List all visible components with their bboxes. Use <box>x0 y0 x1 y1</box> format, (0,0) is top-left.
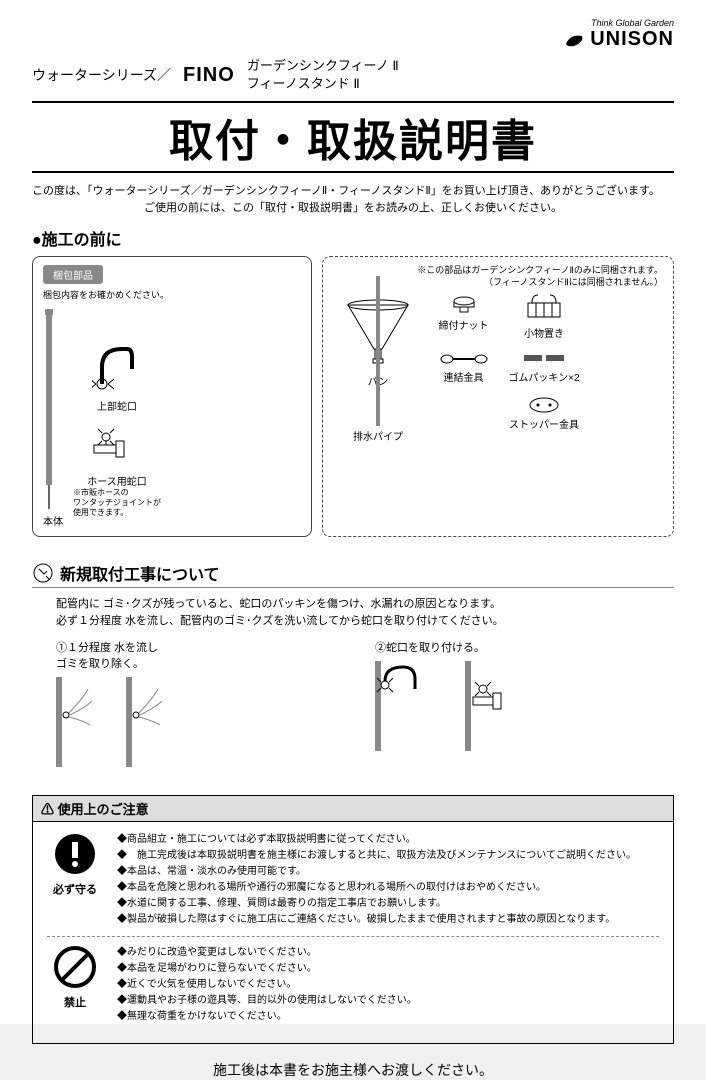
page: Think Global Garden UNISON ウォーターシリーズ／ FI… <box>0 0 706 1024</box>
forbid-item: みだりに改造や変更はしないでください。 <box>117 945 659 961</box>
upper-faucet-label: 上部蛇口 <box>73 398 161 413</box>
install-title: 新規取付工事について <box>60 561 220 585</box>
must-item: 水道に関する工事、修理、質問は最寄りの指定工事店でお願いします。 <box>117 896 659 912</box>
forbid-item: 無理な荷重をかけないでください。 <box>117 1009 659 1025</box>
footer-note: 施工後は本書をお施主様へお渡しください。 <box>32 1060 674 1080</box>
divider <box>47 936 659 937</box>
caution-body: 必ず守る 商品組立・施工については必ず本取扱説明書に従ってください。 施工完成後… <box>33 822 673 1043</box>
drain-icon <box>374 276 382 426</box>
series-row: ウォーターシリーズ／ FINO ガーデンシンクフィーノ Ⅱ フィーノスタンド Ⅱ <box>32 57 674 93</box>
leaf-icon <box>564 32 586 48</box>
part-hose-faucet: ホース用蛇口 ※市販ホースの ワンタッチジョイントが 使用できます。 <box>73 427 161 517</box>
series-left: ウォーターシリーズ／ <box>32 65 171 85</box>
part-body-label: 本体 <box>43 513 63 528</box>
part-upper-faucet: 上部蛇口 <box>73 339 161 413</box>
install-text: 配管内に ゴミ･クズが残っていると、蛇口のパッキンを傷つけ、水漏れの原因となりま… <box>56 596 674 629</box>
flush-icon-1 <box>56 677 106 767</box>
attach-faucet-icon-2 <box>465 661 535 751</box>
stopper-icon <box>528 396 560 414</box>
part-drain: 排水パイプ <box>333 396 423 443</box>
part-body: 本体 <box>43 309 63 528</box>
shelf-icon <box>524 293 564 323</box>
stopper-label: ストッパー金具 <box>504 416 584 431</box>
before-header: 施工の前に <box>32 226 674 250</box>
series-fino: FINO <box>183 64 235 87</box>
must-item: 施工完成後は本取扱説明書を施主様にお渡しすると共に、取扱方法及びメンテナンスにつ… <box>117 848 659 864</box>
intro: この度は、「ウォーターシリーズ／ガーデンシンクフィーノⅡ・フィーノスタンドⅡ」を… <box>32 183 674 216</box>
step-1: ①１分程度 水を流し ゴミを取り除く。 <box>56 639 355 767</box>
exclaim-circle-icon <box>53 832 97 876</box>
step-1-label: ①１分程度 水を流し ゴミを取り除く。 <box>56 639 355 671</box>
caution-box: ⚠ 使用上のご注意 必ず守る 商品組立・施工については必ず本取扱説明書に従ってく… <box>32 795 674 1044</box>
brand-block: Think Global Garden UNISON <box>32 18 674 51</box>
forbid-item: 近くで火気を使用しないでください。 <box>117 977 659 993</box>
series-product-1: ガーデンシンクフィーノ Ⅱ <box>247 57 399 75</box>
caution-header: ⚠ 使用上のご注意 <box>33 796 673 822</box>
must-label: 必ず守る <box>47 881 103 897</box>
part-shelf: 小物置き <box>504 293 584 344</box>
brand-tagline: Think Global Garden <box>32 18 674 28</box>
part-packing: ゴムパッキン×2 <box>504 351 584 388</box>
step-2: ②蛇口を取り付ける。 <box>375 639 674 767</box>
hose-faucet-label: ホース用蛇口 <box>73 473 161 488</box>
main-title: 取付・取扱説明書 <box>32 101 674 173</box>
install-steps: ①１分程度 水を流し ゴミを取り除く。 ②蛇口を取り付ける。 <box>56 639 674 767</box>
nut-icon <box>451 293 477 315</box>
parts-diagram-left: 本体 上部蛇口 <box>43 309 301 528</box>
forbid-item: 本品を足場がわりに登らないでください。 <box>117 961 659 977</box>
flush-icon-2 <box>126 677 176 767</box>
forbid-item: 運動具やお子様の遊具等、目的以外の使用はしないでください。 <box>117 993 659 1009</box>
forbid-label: 禁止 <box>47 994 103 1010</box>
install-text-1: 配管内に ゴミ･クズが残っていると、蛇口のパッキンを傷つけ、水漏れの原因となりま… <box>56 596 674 613</box>
hose-faucet-note: ※市販ホースの ワンタッチジョイントが 使用できます。 <box>73 488 161 517</box>
drain-label: 排水パイプ <box>333 428 423 443</box>
brand-logo: UNISON <box>32 28 674 51</box>
box-note: 梱包内容をお確かめください。 <box>43 288 301 301</box>
part-nut: 締付ナット <box>431 293 496 344</box>
forbid-icon: 禁止 <box>47 945 103 1010</box>
forbid-list: みだりに改造や変更はしないでください。 本品を足場がわりに登らないでください。 … <box>117 945 659 1025</box>
must-item: 本品は、常温・淡水のみ使用可能です。 <box>117 864 659 880</box>
right-note: ※この部品はガーデンシンクフィーノⅡのみに同梱されます。 （フィーノスタンドⅡに… <box>333 265 663 288</box>
spanner-icon <box>32 562 54 584</box>
parts-right: ※この部品はガーデンシンクフィーノⅡのみに同梱されます。 （フィーノスタンドⅡに… <box>322 256 674 537</box>
series-right: ガーデンシンクフィーノ Ⅱ フィーノスタンド Ⅱ <box>247 57 399 93</box>
link-icon <box>439 351 489 367</box>
body-icon <box>45 309 61 509</box>
series-product-2: フィーノスタンド Ⅱ <box>247 75 399 93</box>
step-2-figs <box>375 661 674 751</box>
faucet-col: 上部蛇口 ホース用蛇口 ※市販ホースの ワンタッチジョイントが 使用できます。 <box>73 339 161 517</box>
hose-faucet-icon <box>92 427 142 469</box>
prohibit-icon <box>53 945 97 989</box>
parts-row: 梱包部品 梱包内容をお確かめください。 本体 <box>32 256 674 537</box>
must-item: 製品が破損した際はすぐに施工店にご連絡ください。破損したままで使用されますと事故… <box>117 912 659 928</box>
step-1-figs <box>56 677 355 767</box>
part-stopper: ストッパー金具 <box>504 396 584 443</box>
must-list: 商品組立・施工については必ず本取扱説明書に従ってください。 施工完成後は本取扱説… <box>117 832 659 928</box>
must-icon: 必ず守る <box>47 832 103 897</box>
install-text-2: 必ず１分程度 水を流し、配管内のゴミ･クズを洗い流してから蛇口を取り付けてくださ… <box>56 613 674 630</box>
nut-label: 締付ナット <box>431 317 496 332</box>
parts-left: 梱包部品 梱包内容をお確かめください。 本体 <box>32 256 312 537</box>
step-2-label: ②蛇口を取り付ける。 <box>375 639 674 655</box>
intro-line-2: ご使用の前には、この「取付・取扱説明書」をお読みの上、正しくお使いください。 <box>32 200 674 217</box>
upper-faucet-icon <box>92 339 142 394</box>
packing-label: ゴムパッキン×2 <box>504 369 584 384</box>
intro-line-1: この度は、「ウォーターシリーズ／ガーデンシンクフィーノⅡ・フィーノスタンドⅡ」を… <box>32 183 674 200</box>
right-note-1: ※この部品はガーデンシンクフィーノⅡのみに同梱されます。 <box>333 265 663 277</box>
install-header: 新規取付工事について <box>32 561 674 588</box>
brand-name: UNISON <box>590 28 674 51</box>
right-note-2: （フィーノスタンドⅡには同梱されません。） <box>333 277 663 289</box>
link-label: 連結金具 <box>431 369 496 384</box>
caution-must: 必ず守る 商品組立・施工については必ず本取扱説明書に従ってください。 施工完成後… <box>47 832 659 928</box>
shelf-label: 小物置き <box>504 325 584 340</box>
part-link: 連結金具 <box>431 351 496 388</box>
must-item: 本品を危険と思われる場所や通行の邪魔になると思われる場所への取付けはおやめくださ… <box>117 880 659 896</box>
caution-forbid: 禁止 みだりに改造や変更はしないでください。 本品を足場がわりに登らないでくださ… <box>47 945 659 1025</box>
box-label: 梱包部品 <box>43 265 103 284</box>
packing-icon <box>522 351 566 367</box>
right-parts-grid: パン 締付ナット <box>333 293 663 443</box>
must-item: 商品組立・施工については必ず本取扱説明書に従ってください。 <box>117 832 659 848</box>
attach-faucet-icon-1 <box>375 661 445 751</box>
